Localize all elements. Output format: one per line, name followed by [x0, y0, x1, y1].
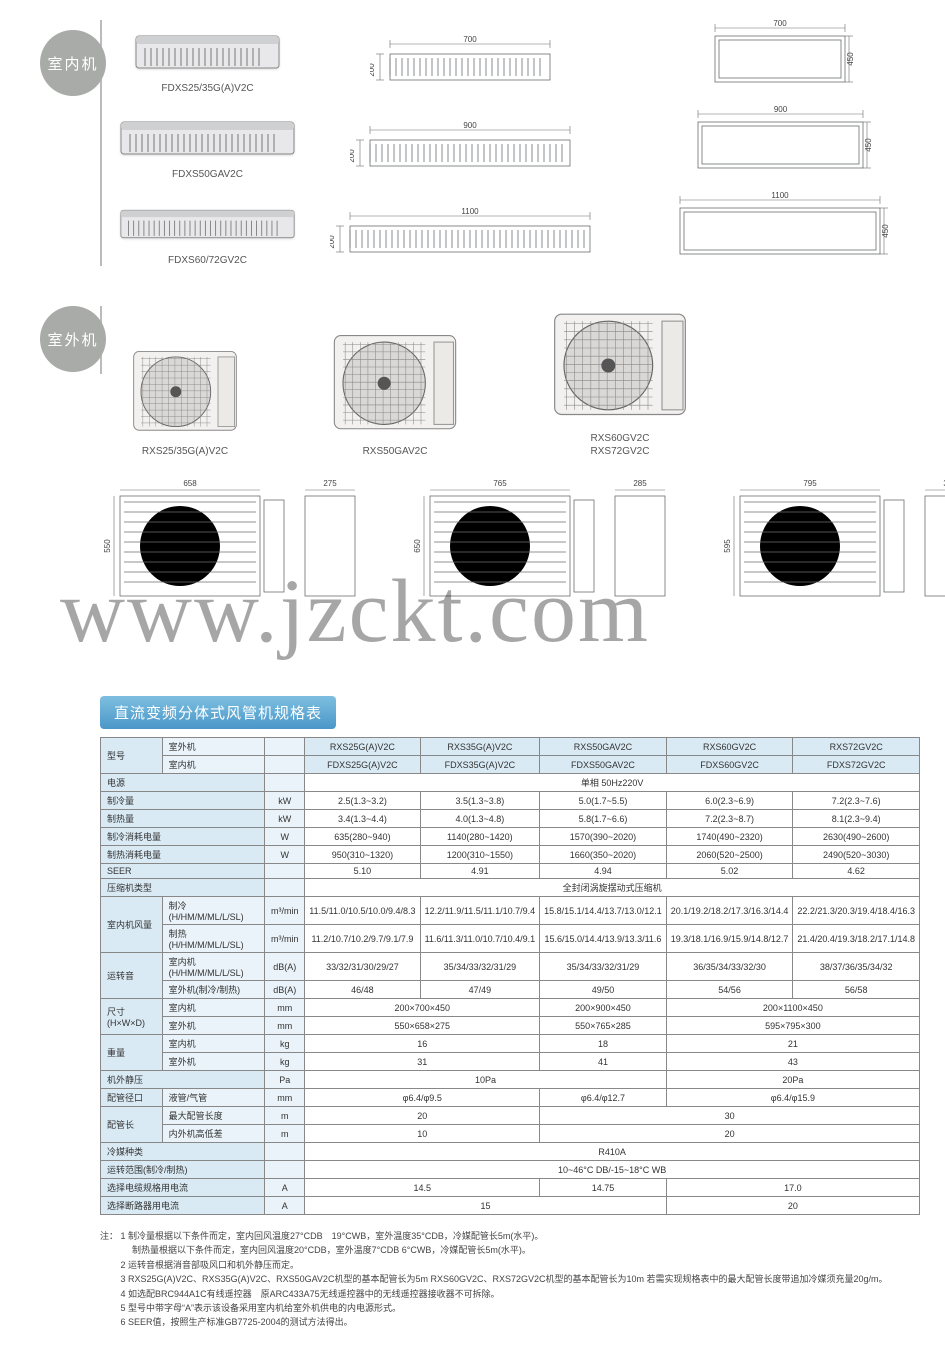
svg-text:200: 200 [370, 63, 376, 77]
indoor-row: FDXS50GAV2C 900 200 900 450 [100, 106, 915, 180]
note-item: 4 如选配BRC944A1C有线遥控器 原ARC433A75无线遥控器中的无线遥… [121, 1287, 911, 1301]
outdoor-product: RXS25/35G(A)V2C [130, 345, 240, 459]
outdoor-section: 室外机 RXS25/35G(A)V2C RXS50GAV2C RXS60GV2C… [100, 306, 915, 631]
note-item: 1 制冷量根据以下条件而定，室内回风温度27°CDB 19°CWB，室外温度35… [121, 1229, 911, 1258]
indoor-product: FDXS60/72GV2C [120, 196, 295, 266]
indoor-product: FDXS25/35G(A)V2C [120, 24, 295, 94]
svg-text:200: 200 [350, 149, 356, 163]
outdoor-product: RXS60GV2CRXS72GV2C [550, 306, 690, 458]
svg-text:550: 550 [103, 539, 112, 553]
svg-text:450: 450 [864, 138, 873, 152]
indoor-product-label: FDXS25/35G(A)V2C [120, 83, 295, 94]
svg-text:285: 285 [633, 479, 647, 488]
tech-drawing-side: 900 450 [678, 106, 873, 180]
duct-unit-image [120, 114, 295, 162]
indoor-row: FDXS60/72GV2C 1100 200 1100 450 [100, 192, 915, 266]
svg-text:700: 700 [463, 35, 477, 44]
svg-text:1100: 1100 [771, 192, 789, 200]
outdoor-badge: 室外机 [40, 306, 106, 372]
indoor-front-diagram: 700 200 [325, 34, 605, 94]
page: www.jzckt.com 室内机 FDXS25/35G(A)V2C 700 2… [0, 0, 945, 1360]
outdoor-diagram: 795 595 300 [720, 478, 945, 631]
outdoor-product-label: RXS25/35G(A)V2C [130, 445, 240, 458]
svg-text:450: 450 [881, 224, 890, 238]
tech-drawing-front: 1100 200 [330, 206, 600, 266]
note-item: 2 运转音根据消音部吸风口和机外静压而定。 [121, 1258, 911, 1272]
tech-drawing-front: 700 200 [370, 34, 560, 94]
svg-text:595: 595 [723, 539, 732, 553]
outdoor-tech-drawing: 765 650 285 [410, 478, 680, 628]
svg-text:450: 450 [846, 52, 855, 66]
indoor-front-diagram: 1100 200 [325, 206, 605, 266]
svg-text:765: 765 [493, 479, 507, 488]
tech-drawing-front: 900 200 [350, 120, 580, 180]
svg-text:200: 200 [330, 235, 336, 249]
spec-table: 型号室外机RXS25G(A)V2CRXS35G(A)V2CRXS50GAV2CR… [100, 737, 920, 1215]
outdoor-product-label: RXS50GAV2C [330, 445, 460, 458]
outdoor-diagram: 765 650 285 [410, 478, 680, 631]
svg-text:700: 700 [773, 20, 787, 28]
spec-title: 直流变频分体式风管机规格表 [100, 696, 336, 729]
outdoor-tech-drawing: 658 550 275 [100, 478, 370, 628]
notes: 注： 1 制冷量根据以下条件而定，室内回风温度27°CDB 19°CWB，室外温… [100, 1229, 920, 1330]
notes-label: 注： [100, 1231, 118, 1241]
indoor-side-diagram: 900 450 [635, 106, 915, 180]
indoor-front-diagram: 900 200 [325, 120, 605, 180]
svg-text:900: 900 [773, 106, 787, 114]
svg-text:650: 650 [413, 539, 422, 553]
outdoor-unit-image [550, 306, 690, 425]
outdoor-product: RXS50GAV2C [330, 328, 460, 459]
indoor-badge: 室内机 [40, 30, 106, 96]
outdoor-tech-drawing: 795 595 300 [720, 478, 945, 628]
outdoor-diagram: 658 550 275 [100, 478, 370, 631]
indoor-row: FDXS25/35G(A)V2C 700 200 700 450 [100, 20, 915, 94]
indoor-product-label: FDXS60/72GV2C [120, 255, 295, 266]
duct-unit-image [135, 28, 280, 76]
svg-text:658: 658 [183, 479, 197, 488]
svg-text:1100: 1100 [461, 207, 479, 216]
outdoor-product-label: RXS60GV2CRXS72GV2C [550, 432, 690, 458]
outdoor-unit-image [330, 328, 460, 439]
indoor-product: FDXS50GAV2C [120, 110, 295, 180]
note-item: 6 SEER值，按照生产标准GB7725-2004的测试方法得出。 [121, 1315, 911, 1329]
indoor-product-label: FDXS50GAV2C [120, 169, 295, 180]
indoor-section: 室内机 FDXS25/35G(A)V2C 700 200 700 450 FDX… [100, 20, 915, 266]
indoor-side-diagram: 700 450 [635, 20, 915, 94]
note-item: 3 RXS25G(A)V2C、RXS35G(A)V2C、RXS50GAV2C机型… [121, 1272, 911, 1286]
tech-drawing-side: 700 450 [695, 20, 855, 94]
tech-drawing-side: 1100 450 [660, 192, 890, 266]
duct-unit-image [120, 200, 295, 248]
indoor-side-diagram: 1100 450 [635, 192, 915, 266]
svg-text:795: 795 [803, 479, 817, 488]
svg-text:900: 900 [463, 121, 477, 130]
note-item: 5 型号中带字母“A”表示该设备采用室内机给室外机供电的内电源形式。 [121, 1301, 911, 1315]
svg-text:275: 275 [323, 479, 337, 488]
outdoor-unit-image [130, 345, 240, 439]
